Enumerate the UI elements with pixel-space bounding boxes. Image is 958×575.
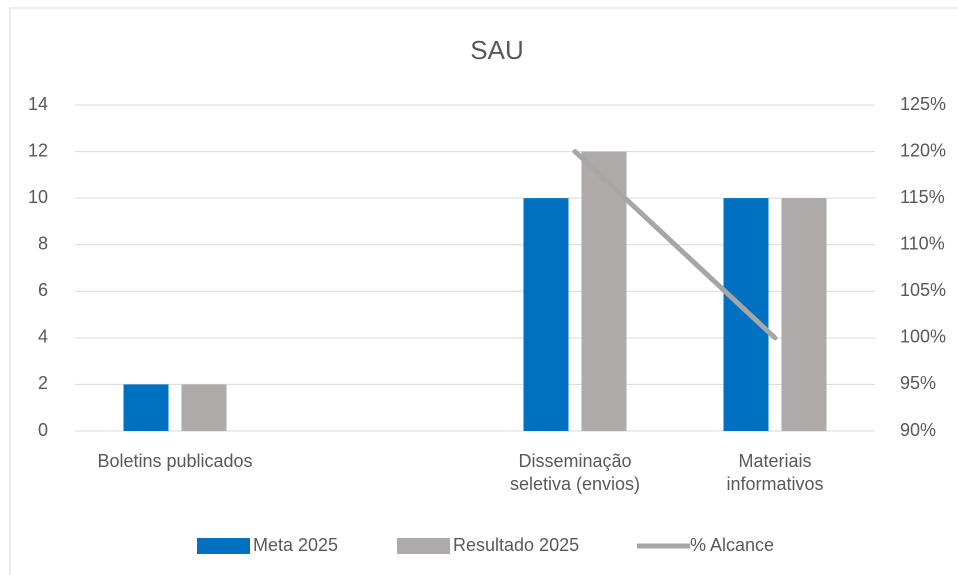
line-series [572, 149, 778, 341]
legend-swatch [397, 538, 450, 554]
bar [523, 198, 569, 431]
y-tick-label: 0 [38, 420, 48, 440]
y2-tick-label: 95% [900, 373, 936, 393]
y2-tick-label: 125% [900, 94, 946, 114]
legend-swatch [197, 538, 250, 554]
legend-label: Meta 2025 [253, 535, 338, 555]
y2-tick-label: 115% [900, 187, 945, 207]
y2-tick-label: 110% [900, 233, 945, 253]
y2-tick-label: 105% [900, 280, 946, 300]
x-tick-label: Boletins publicados [97, 451, 253, 471]
y2-tick-label: 120% [900, 140, 946, 160]
y-tick-label: 14 [28, 94, 48, 114]
bar [781, 198, 827, 431]
y2-tick-label: 90% [900, 420, 936, 440]
y2-tick-label: 100% [900, 327, 946, 347]
y-tick-label: 8 [38, 233, 48, 253]
y-tick-label: 4 [38, 327, 48, 347]
bar [123, 384, 169, 431]
bar [723, 198, 769, 431]
y-tick-label: 12 [28, 140, 48, 160]
x-tick-label: Materiais informativos [726, 451, 824, 494]
x-tick-label: Disseminação seletiva (envios) [509, 451, 641, 494]
y-tick-label: 10 [28, 187, 48, 207]
bar [181, 384, 227, 431]
y-tick-label: 2 [38, 373, 48, 393]
y-tick-label: 6 [38, 280, 48, 300]
legend-label: Resultado 2025 [453, 535, 579, 555]
chart-title: SAU [470, 35, 523, 65]
legend-label: % Alcance [690, 535, 774, 555]
bar [581, 151, 627, 432]
